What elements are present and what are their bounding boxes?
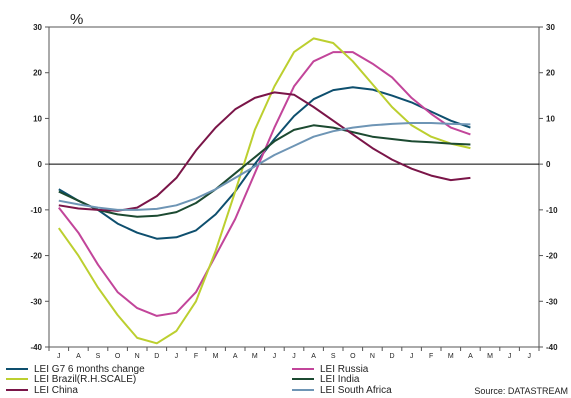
x-tick-label: D	[154, 353, 159, 360]
left-tick-label: 0	[38, 160, 43, 169]
right-tick-label: -40	[546, 343, 558, 352]
unit-label: %	[70, 11, 83, 28]
x-tick-label: J	[175, 353, 179, 360]
right-tick-label: 20	[546, 69, 555, 78]
left-tick-label: -40	[30, 343, 42, 352]
x-tick-label: O	[115, 353, 121, 360]
legend-label: LEI G7 6 months change	[34, 364, 145, 375]
series-line-1	[58, 51, 471, 317]
left-tick-label: -10	[30, 206, 42, 215]
left-tick-label: 30	[33, 23, 42, 32]
x-tick-label: A	[311, 353, 316, 360]
series-lines	[57, 37, 471, 345]
x-tick-label: J	[292, 353, 296, 360]
legend-label: LEI Brazil(R.H.SCALE)	[34, 374, 136, 385]
x-tick-label: F	[429, 353, 433, 360]
legend-label: LEI India	[320, 374, 360, 385]
x-tick-label: M	[487, 353, 493, 360]
left-axis: -40 -30 -20 -10 0 10 20 30	[30, 23, 49, 352]
x-tick-label: O	[350, 353, 356, 360]
x-tick-label: F	[194, 353, 198, 360]
x-tick-label: S	[96, 353, 101, 360]
x-tick-label: N	[135, 353, 140, 360]
right-tick-label: -10	[546, 206, 558, 215]
x-tick-label: A	[233, 353, 238, 360]
x-tick-label: J	[527, 353, 531, 360]
x-tick-label: J	[410, 353, 414, 360]
left-tick-label: -20	[30, 252, 42, 261]
right-tick-label: 0	[546, 160, 551, 169]
x-tick-label: N	[370, 353, 375, 360]
source-label: Source: DATASTREAM	[474, 386, 568, 396]
legend-label: LEI China	[34, 385, 78, 396]
x-tick-label: M	[252, 353, 258, 360]
right-tick-label: 10	[546, 114, 555, 123]
legend-label: LEI South Africa	[320, 385, 392, 396]
right-axis: -40 -30 -20 -10 0 10 20 30	[539, 23, 558, 352]
legend-label: LEI Russia	[320, 364, 369, 375]
right-tick-label: -20	[546, 252, 558, 261]
x-tick-label: M	[448, 353, 454, 360]
x-tick-label: A	[76, 353, 81, 360]
x-tick-label: J	[508, 353, 512, 360]
legend: LEI G7 6 months change LEI Russia LEI Braz…	[6, 364, 392, 396]
left-tick-label: 20	[33, 69, 42, 78]
series-line-5	[58, 122, 471, 211]
x-tick-label: J	[57, 353, 61, 360]
x-tick-label: D	[389, 353, 394, 360]
series-line-3	[58, 124, 471, 218]
right-tick-label: -30	[546, 297, 558, 306]
series-line-2	[57, 37, 471, 345]
x-tick-label: A	[468, 353, 473, 360]
x-tick-label: S	[331, 353, 336, 360]
plot-frame	[48, 26, 540, 348]
x-tick-label: J	[273, 353, 277, 360]
left-tick-label: 10	[33, 114, 42, 123]
x-tick-label: M	[213, 353, 219, 360]
right-tick-label: 30	[546, 23, 555, 32]
left-tick-label: -30	[30, 297, 42, 306]
